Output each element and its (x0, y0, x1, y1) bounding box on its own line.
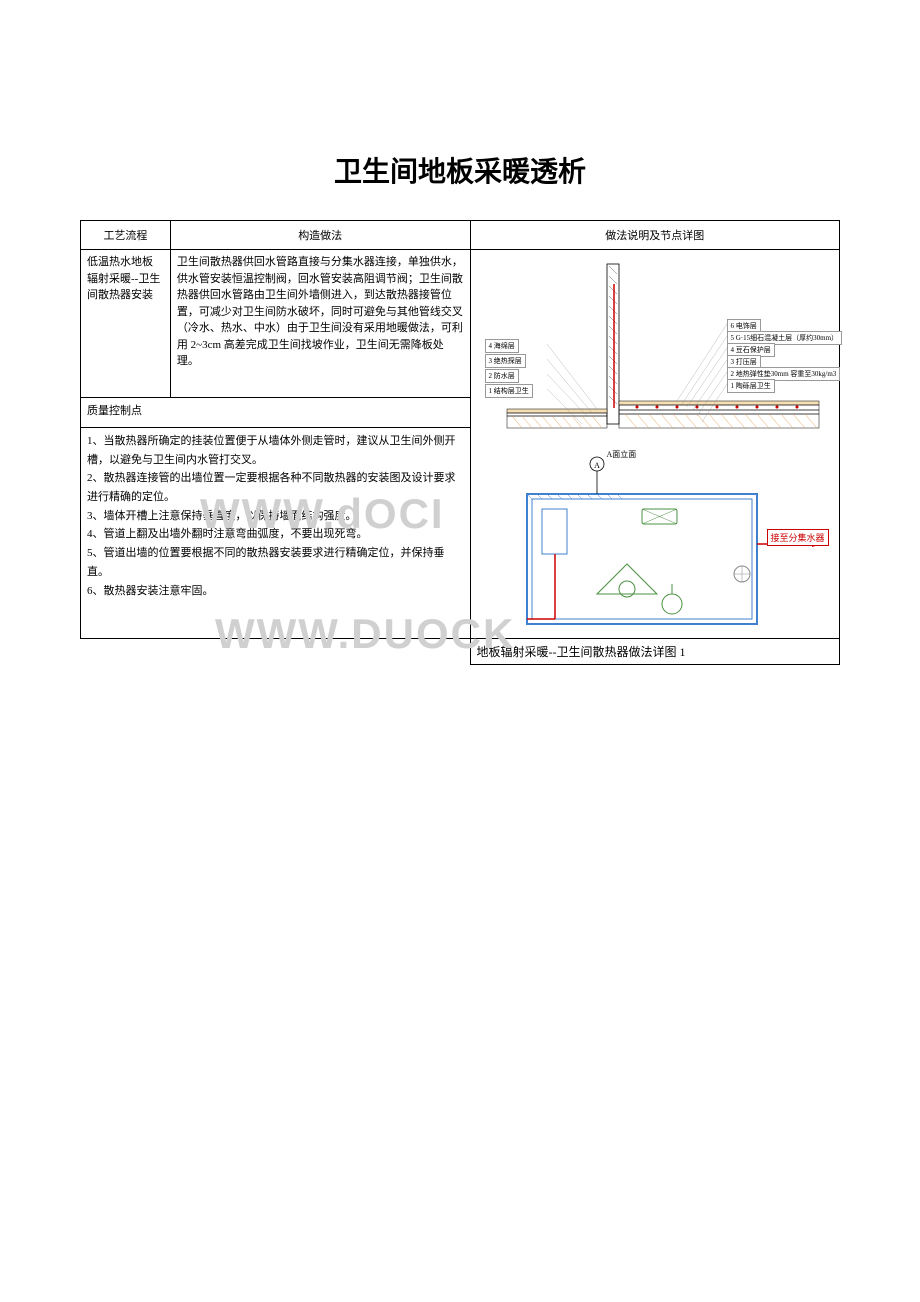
label-left-4: 4 海绵层 (485, 339, 519, 353)
header-diagram: 做法说明及节点详图 (470, 221, 840, 250)
label-left-2: 2 防水层 (485, 369, 519, 383)
qc-point-4: 4、管道上翻及出墙外翻时注意弯曲弧度，不要出现死弯。 (87, 525, 464, 544)
diagram-cell: 4 海绵层 3 绝热探层 2 防水层 1 结构层卫生 6 电饰层 5 G·15细… (470, 250, 840, 639)
header-process: 工艺流程 (81, 221, 171, 250)
header-method: 构造做法 (170, 221, 470, 250)
diagram-caption: 地板辐射采暖--卫生间散热器做法详图 1 (470, 639, 840, 665)
content-row: 低温热水地板辐射采暖--卫生间散热器安装 卫生间散热器供回水管路直接与分集水器连… (81, 250, 840, 398)
section-diagram (477, 254, 847, 454)
svg-text:A: A (594, 461, 600, 470)
qc-point-3: 3、墙体开槽上注意保持垂直度，以保持墙面结构强度。 (87, 507, 464, 526)
caption-row: 地板辐射采暖--卫生间散热器做法详图 1 (81, 639, 840, 665)
qc-point-6: 6、散热器安装注意牢固。 (87, 582, 464, 601)
label-right-1: 1 陶砾层卫生 (727, 379, 775, 393)
diagram-container: 4 海绵层 3 绝热探层 2 防水层 1 结构层卫生 6 电饰层 5 G·15细… (477, 254, 834, 634)
page-title: 卫生间地板采暖透析 (0, 0, 920, 220)
process-cell: 低温热水地板辐射采暖--卫生间散热器安装 (81, 250, 171, 398)
qc-point-1: 1、当散热器所确定的挂装位置便于从墙体外侧走管时，建议从卫生间外侧开槽，以避免与… (87, 432, 464, 469)
qc-header: 质量控制点 (81, 398, 471, 428)
method-cell: 卫生间散热器供回水管路直接与分集水器连接，单独供水，供水管安装恒温控制阀，回水管… (170, 250, 470, 398)
label-left-3: 3 绝热探层 (485, 354, 526, 368)
qc-point-5: 5、管道出墙的位置要根据不同的散热器安装要求进行精确定位，并保持垂直。 (87, 544, 464, 581)
main-table: 工艺流程 构造做法 做法说明及节点详图 低温热水地板辐射采暖--卫生间散热器安装… (80, 220, 840, 665)
label-left-1: 1 结构层卫生 (485, 384, 533, 398)
qc-point-2: 2、散热器连接管的出墙位置一定要根据各种不同散热器的安装图及设计要求进行精确的定… (87, 469, 464, 506)
table-header-row: 工艺流程 构造做法 做法说明及节点详图 (81, 221, 840, 250)
manifold-label: 接至分集水器 (767, 529, 829, 546)
plan-label: A面立面 (607, 449, 637, 460)
qc-content: 1、当散热器所确定的挂装位置便于从墙体外侧走管时，建议从卫生间外侧开槽，以避免与… (81, 428, 471, 639)
